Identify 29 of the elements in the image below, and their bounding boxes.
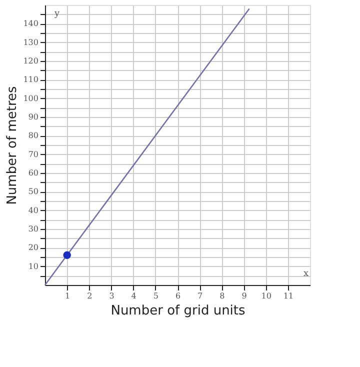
x-tick-label: 1 [65,292,70,300]
x-tick-label: 6 [175,292,181,300]
x-tick-label: 7 [198,292,203,300]
annotation: y [53,9,60,19]
x-axis-title: Number of grid units [110,304,246,318]
y-tick-label: 110 [23,75,38,84]
x-tick-label: 3 [109,292,114,300]
y-tick-label: 130 [23,38,38,47]
y-tick-label: 80 [28,131,38,140]
y-tick-label: 120 [23,56,38,66]
y-tick-label: 10 [28,262,38,271]
y-tick-label: 30 [28,224,38,234]
x-tick-label: 2 [87,292,92,300]
x-tick-label: 4 [131,292,136,300]
y-axis-title: Number of metres [5,86,20,205]
y-tick-label: 40 [28,206,38,215]
x-tick-label: 5 [153,292,158,300]
y-tick-label: 60 [28,168,38,178]
x-tick-label: 10 [261,292,272,300]
y-tick-label: 50 [28,187,38,196]
y-tick-label: 140 [23,19,38,28]
x-tick-label: 8 [220,292,225,300]
y-tick-label: 90 [28,112,38,122]
x-tick-label: 11 [283,292,294,300]
x-tick-label: 9 [242,292,247,300]
y-tick-label: 20 [28,243,38,252]
y-tick-label: 100 [23,94,38,103]
annotation: x [303,269,309,279]
y-tick-label: 70 [28,150,38,159]
